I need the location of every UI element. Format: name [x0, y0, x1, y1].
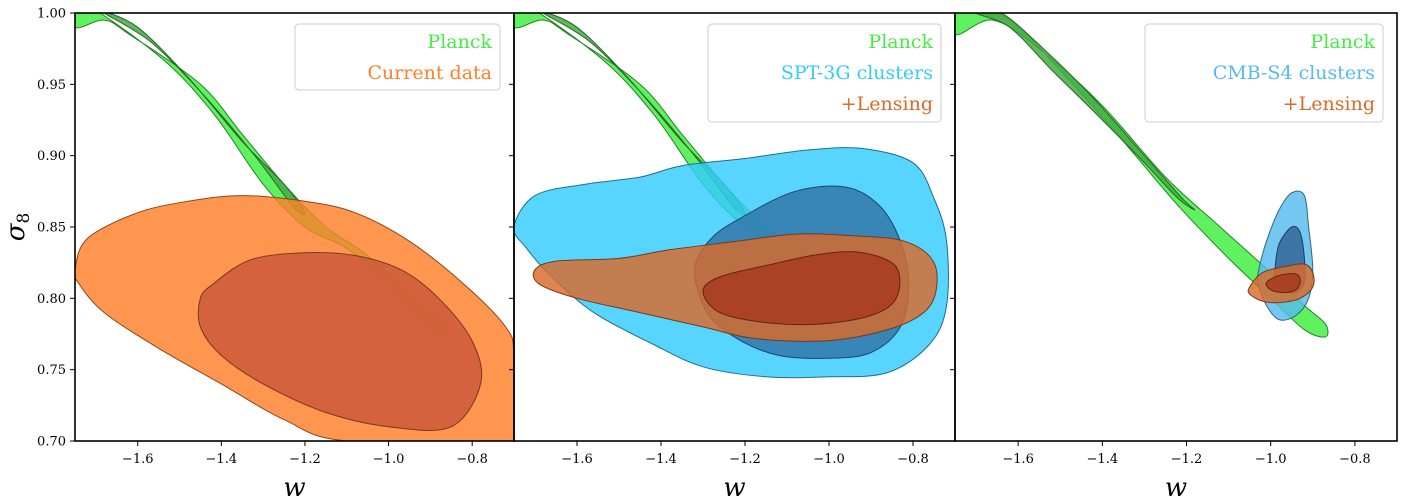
- x-axis-label: w: [1165, 473, 1187, 502]
- x-axis-label: w: [283, 473, 305, 502]
- x-tick-label: −1.0: [1255, 452, 1287, 467]
- panel-spt3g: −1.6 −1.4 −1.2 −1.0 −0.8 w Planck SPT-3G cluste…: [509, 12, 956, 502]
- x-tick-label: −1.6: [122, 452, 154, 467]
- x-tick-label: −0.8: [456, 452, 488, 467]
- legend-entry: CMB-S4 clusters: [1213, 62, 1375, 84]
- y-tick-label: 0.75: [37, 363, 66, 378]
- x-tick-label: −1.4: [1087, 452, 1119, 467]
- contour-inner-planck: [975, 13, 1196, 211]
- plot-area: [75, 13, 514, 441]
- panel-cmbs4: −1.6 −1.4 −1.2 −1.0 −0.8 w Planck CMB-S4 cluste…: [950, 12, 1398, 502]
- x-tick-label: −1.2: [289, 452, 321, 467]
- y-tick-label: 0.80: [37, 292, 66, 307]
- plot-area: [955, 13, 1329, 338]
- legend-entry: Planck: [427, 31, 492, 53]
- x-tick-label: −1.2: [729, 452, 761, 467]
- legend: Planck SPT-3G clusters +Lensing: [707, 23, 942, 123]
- legend-entry: +Lensing: [841, 93, 933, 115]
- legend-entry: Planck: [1310, 31, 1375, 53]
- y-axis-label-subscript: 8: [14, 213, 34, 224]
- contour-inner-lensing: [1265, 273, 1301, 294]
- legend-box: [1144, 23, 1384, 123]
- y-tick-label: 0.85: [37, 221, 66, 236]
- y-tick-label: 0.90: [37, 149, 66, 164]
- plot-area: [514, 13, 949, 379]
- legend-entry: +Lensing: [1283, 93, 1375, 115]
- panel-current-data: −1.6 −1.4 −1.2 −1.0 −0.8 0.70 0.75 0.80 0.85 0.90…: [1, 7, 515, 502]
- legend: Planck CMB-S4 clusters +Lensing: [1144, 23, 1384, 123]
- x-tick-label: −1.0: [813, 452, 845, 467]
- legend-entry: Planck: [868, 31, 933, 53]
- y-axis-label: σ8: [1, 213, 34, 242]
- x-tick-label: −0.8: [897, 452, 929, 467]
- contour-inner-lensing: [702, 251, 901, 326]
- legend: Planck Current data: [294, 23, 501, 91]
- y-tick-label: 0.70: [37, 435, 66, 450]
- y-tick-label: 0.95: [37, 78, 66, 93]
- x-tick-label: −1.4: [645, 452, 677, 467]
- x-tick-label: −1.4: [206, 452, 238, 467]
- x-tick-label: −1.6: [1002, 452, 1034, 467]
- legend-entry: SPT-3G clusters: [781, 62, 933, 84]
- x-tick-label: −1.0: [373, 452, 405, 467]
- legend-box: [707, 23, 942, 123]
- contour-inner-current-data: [197, 251, 483, 431]
- x-tick-label: −1.6: [561, 452, 593, 467]
- x-axis-label: w: [723, 473, 745, 502]
- y-tick-label: 1.00: [37, 7, 66, 22]
- x-tick-label: −0.8: [1339, 452, 1371, 467]
- x-tick-label: −1.2: [1171, 452, 1203, 467]
- legend-entry: Current data: [367, 62, 492, 84]
- legend-box: [294, 23, 501, 91]
